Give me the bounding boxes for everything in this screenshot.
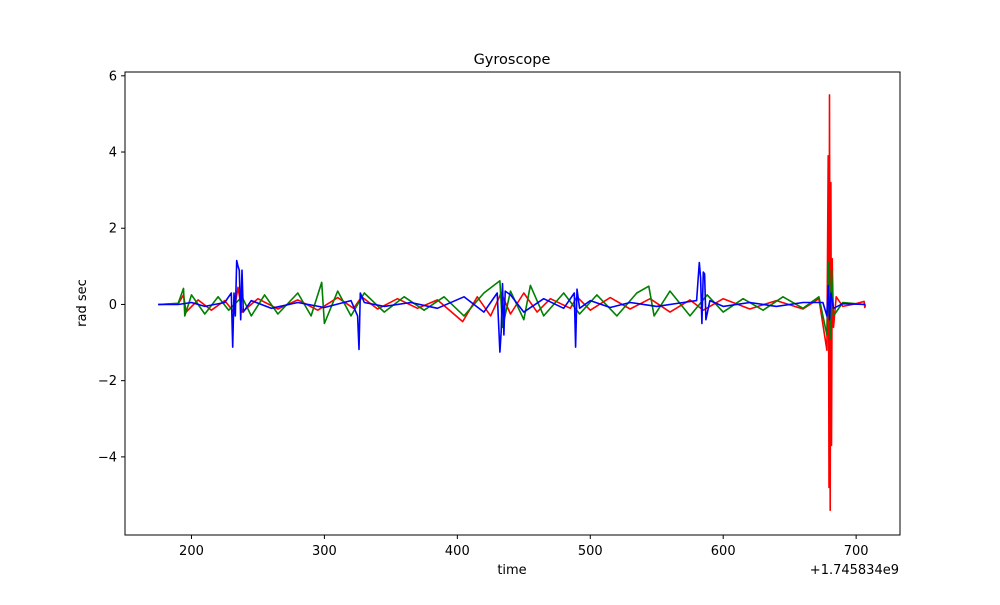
series-line-3 xyxy=(158,259,866,353)
y-axis-label: rad sec xyxy=(75,279,90,327)
x-tick-label: 200 xyxy=(179,544,204,559)
chart-title: Gyroscope xyxy=(474,52,551,68)
x-axis-offset-label: +1.745834e9 xyxy=(810,563,899,578)
series-layer xyxy=(158,94,867,511)
x-tick-label: 600 xyxy=(711,544,736,559)
y-tick-label: −2 xyxy=(98,374,117,389)
x-tick-label: 500 xyxy=(578,544,603,559)
x-tick-label: 400 xyxy=(445,544,470,559)
y-tick-label: 0 xyxy=(109,298,117,313)
y-tick-label: −4 xyxy=(98,450,117,465)
x-tick-label: 700 xyxy=(844,544,869,559)
x-axis-label: time xyxy=(497,563,526,578)
plot-area-frame xyxy=(124,71,901,536)
series-line-2 xyxy=(158,261,866,340)
series-line-1 xyxy=(158,94,867,511)
y-axis-ticks: −4 −2 0 2 4 6 xyxy=(98,69,125,465)
x-tick-label: 300 xyxy=(312,544,337,559)
y-tick-label: 2 xyxy=(109,222,117,237)
y-tick-label: 4 xyxy=(109,146,117,161)
y-tick-label: 6 xyxy=(109,69,117,84)
x-axis-ticks: 200 300 400 500 600 700 xyxy=(179,535,869,559)
